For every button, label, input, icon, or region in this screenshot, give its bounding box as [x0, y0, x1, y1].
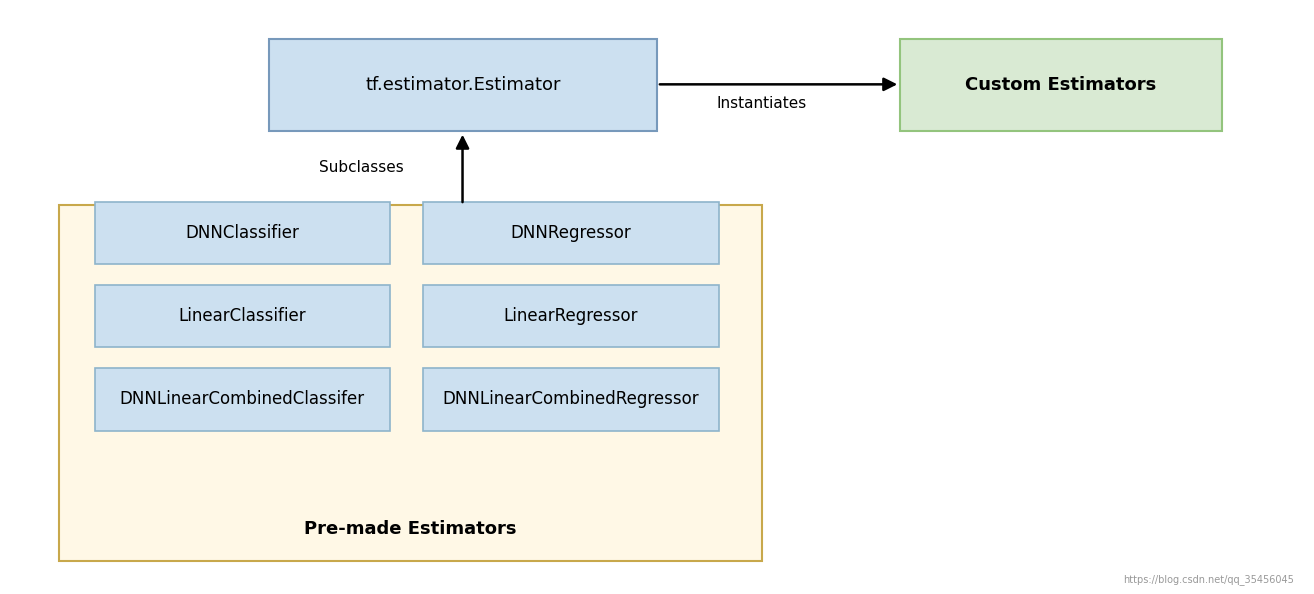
Text: https://blog.csdn.net/qq_35456045: https://blog.csdn.net/qq_35456045	[1123, 574, 1294, 585]
Text: Instantiates: Instantiates	[717, 96, 807, 112]
FancyBboxPatch shape	[59, 205, 762, 561]
Text: DNNClassifier: DNNClassifier	[185, 224, 300, 242]
Text: Subclasses: Subclasses	[319, 160, 403, 175]
FancyBboxPatch shape	[95, 368, 390, 431]
FancyBboxPatch shape	[95, 202, 390, 264]
Text: DNNRegressor: DNNRegressor	[511, 224, 631, 242]
FancyBboxPatch shape	[269, 39, 657, 131]
FancyBboxPatch shape	[423, 368, 719, 431]
Text: DNNLinearCombinedRegressor: DNNLinearCombinedRegressor	[443, 390, 699, 409]
FancyBboxPatch shape	[95, 285, 390, 347]
Text: LinearClassifier: LinearClassifier	[179, 307, 306, 326]
Text: LinearRegressor: LinearRegressor	[503, 307, 639, 326]
FancyBboxPatch shape	[423, 202, 719, 264]
Text: DNNLinearCombinedClassifer: DNNLinearCombinedClassifer	[120, 390, 365, 409]
Text: Pre-made Estimators: Pre-made Estimators	[305, 520, 516, 538]
FancyBboxPatch shape	[900, 39, 1222, 131]
Text: tf.estimator.Estimator: tf.estimator.Estimator	[365, 75, 561, 94]
Text: Custom Estimators: Custom Estimators	[966, 75, 1156, 94]
FancyBboxPatch shape	[423, 285, 719, 347]
